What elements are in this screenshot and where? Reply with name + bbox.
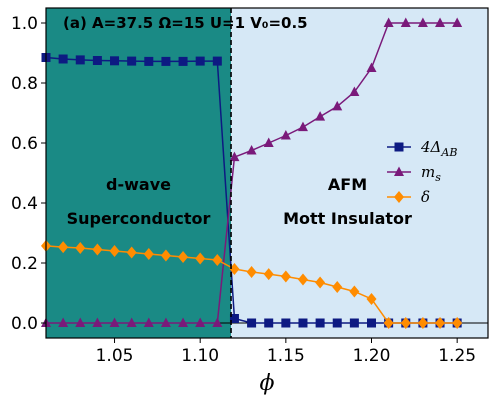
data-point <box>367 318 377 328</box>
data-point <box>178 251 189 263</box>
region-label-0: Superconductor <box>67 209 211 228</box>
data-point <box>264 318 274 328</box>
data-point <box>366 293 377 305</box>
data-point <box>435 17 446 27</box>
legend-marker-0 <box>394 142 404 152</box>
parameters-annotation: (a) A=37.5 Ω=15 U=1 V₀=0.5 <box>63 14 308 32</box>
data-point <box>383 17 394 27</box>
data-point <box>212 317 223 327</box>
data-point <box>110 56 120 66</box>
data-point <box>263 137 274 147</box>
data-point <box>315 318 325 328</box>
chart-labels: ϕ (a) A=37.5 Ω=15 U=1 V₀=0.5 d-wave Superco… <box>63 14 412 396</box>
data-point <box>349 318 359 328</box>
data-point <box>109 245 120 257</box>
data-point <box>127 56 137 66</box>
region-label-1: AFM <box>328 175 367 194</box>
data-point <box>332 100 343 111</box>
data-point <box>75 317 86 327</box>
region-1 <box>231 8 488 338</box>
x-tick-label: 1.20 <box>353 346 391 366</box>
data-point <box>178 56 188 66</box>
data-point <box>212 56 222 66</box>
data-point <box>298 318 308 328</box>
data-point <box>332 318 342 328</box>
data-point <box>229 263 240 275</box>
data-point <box>247 318 257 328</box>
data-point <box>349 285 360 298</box>
data-point <box>109 317 120 327</box>
data-point <box>280 130 291 140</box>
data-point <box>280 270 291 283</box>
data-point <box>58 317 69 327</box>
data-point <box>349 86 360 96</box>
data-point <box>195 252 206 265</box>
data-point <box>366 62 377 72</box>
data-point <box>229 314 239 323</box>
data-point <box>297 273 308 286</box>
data-point <box>263 268 274 281</box>
data-point <box>212 254 223 266</box>
data-point <box>246 266 257 278</box>
y-tick-label: 0.8 <box>11 74 38 94</box>
data-point <box>160 249 171 262</box>
data-point <box>400 317 411 329</box>
x-tick-label: 1.25 <box>438 346 476 366</box>
data-point <box>383 317 394 329</box>
data-point <box>75 242 86 254</box>
data-point <box>144 56 154 66</box>
data-point <box>452 317 463 329</box>
data-point <box>92 56 102 65</box>
legend-marker-1 <box>394 166 404 176</box>
data-series <box>41 17 463 329</box>
data-point <box>178 317 189 327</box>
y-tick-label: 0.6 <box>11 134 38 154</box>
data-point <box>92 243 103 256</box>
region-label-1: Mott Insulator <box>283 209 412 228</box>
data-point <box>143 248 154 260</box>
y-tick-label: 0.4 <box>11 194 38 214</box>
y-tick-label: 0.0 <box>11 314 38 334</box>
data-point <box>160 317 171 327</box>
x-tick-label: 1.05 <box>96 346 134 366</box>
x-axis-title: ϕ <box>260 371 275 396</box>
data-point <box>195 56 205 66</box>
data-point <box>417 17 428 27</box>
data-point <box>452 17 463 27</box>
data-point <box>75 55 85 65</box>
data-point <box>332 281 343 293</box>
data-point <box>297 121 308 132</box>
y-tick-label: 1.0 <box>11 14 38 34</box>
x-tick-label: 1.15 <box>267 346 305 366</box>
data-point <box>126 317 137 327</box>
region-label-0: d-wave <box>106 175 171 194</box>
legend: 4ΔAB ms δ <box>387 138 457 206</box>
data-point <box>400 17 411 27</box>
data-point <box>246 145 257 155</box>
data-point <box>195 317 206 327</box>
data-point <box>417 317 428 329</box>
data-point <box>315 276 326 289</box>
plot-frame <box>45 7 489 339</box>
data-point <box>58 54 68 64</box>
x-tick-label: 1.10 <box>181 346 219 366</box>
legend-label-0: 4ΔAB <box>420 138 457 159</box>
data-point <box>58 241 69 254</box>
data-point <box>229 151 240 162</box>
legend-marker-2 <box>394 191 404 203</box>
legend-label-1: ms <box>421 163 441 184</box>
legend-label-2: δ <box>421 188 430 206</box>
data-point <box>161 56 171 66</box>
data-point <box>92 317 103 327</box>
data-point <box>435 317 446 329</box>
y-tick-label: 0.2 <box>11 254 38 274</box>
axis-ticks: 1.05 1.10 1.15 1.20 1.25 0.0 0.2 0.4 0.6 0.8 1.0 <box>11 14 476 366</box>
data-point <box>143 317 154 327</box>
series-2 <box>41 239 463 329</box>
data-point <box>281 318 291 328</box>
data-point <box>126 246 137 259</box>
data-point <box>315 111 326 121</box>
plot-border <box>45 7 489 339</box>
